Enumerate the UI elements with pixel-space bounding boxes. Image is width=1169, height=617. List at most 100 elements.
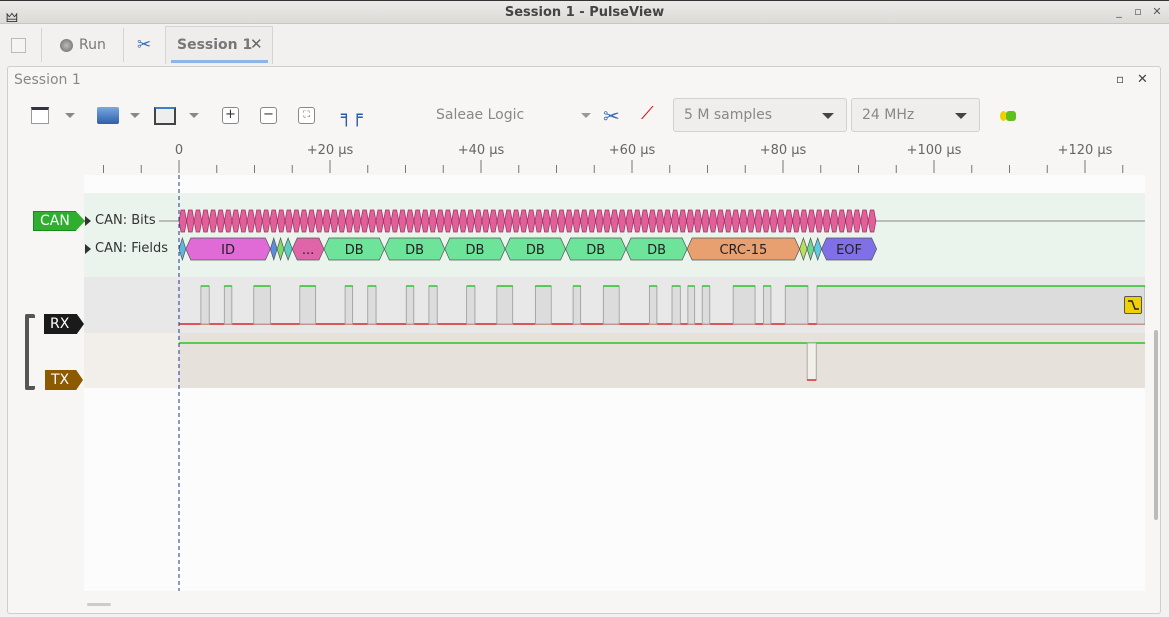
float-panel-button[interactable]: ▫ [1116, 72, 1125, 86]
can-bit-annotation [474, 209, 483, 233]
can-bit-annotation [860, 209, 869, 233]
run-label: Run [79, 37, 106, 53]
separator [41, 28, 42, 62]
can-bit-annotation [724, 209, 733, 233]
trigger-edge-icon[interactable] [1124, 296, 1142, 314]
save-icon[interactable] [154, 107, 176, 125]
tx-low-pulse [806, 342, 817, 381]
close-panel-button[interactable]: ✕ [1137, 72, 1148, 87]
can-bit-annotation [739, 209, 748, 233]
can-bit-annotation [716, 209, 725, 233]
can-bit-annotation [337, 209, 346, 233]
rx-high-pulse [367, 285, 377, 325]
rx-high-pulse [816, 285, 1145, 325]
open-dropdown[interactable] [130, 113, 140, 118]
device-config-icon[interactable]: ✂ [603, 104, 620, 128]
can-bit-annotation [511, 209, 521, 233]
ruler-label: +80 µs [760, 143, 807, 158]
can-bit-annotation [178, 209, 187, 233]
row-label: CAN: Fields [95, 241, 168, 256]
cursors-icon[interactable]: ╕╒ [341, 106, 363, 127]
rx-high-pulse [428, 285, 438, 325]
can-bit-annotation [466, 209, 475, 233]
can-bit-annotation [390, 209, 400, 233]
trace-canvas[interactable]: 0 +20 µs +40 µs +60 µs +80 µs +100 µs +120 µs I… [84, 135, 1145, 591]
zoom-in-icon[interactable]: + [222, 107, 239, 124]
samplerate-select[interactable]: 24 MHz [851, 98, 980, 132]
window-title: Session 1 - PulseView [504, 5, 665, 20]
can-bit-annotation [428, 209, 437, 233]
chevron-down-icon [955, 113, 967, 119]
probe-icon[interactable]: ⟋ [641, 103, 654, 124]
samplerate-value: 24 MHz [862, 107, 915, 123]
new-view-icon[interactable] [31, 107, 49, 124]
new-session-icon [11, 37, 26, 53]
rx-trace-badge[interactable]: RX [44, 314, 84, 334]
title-bar: 🜲 Session 1 - PulseView _ ▫ ✕ [0, 0, 1169, 26]
settings-button[interactable]: ✂ [137, 28, 151, 62]
can-bit-annotation [807, 209, 816, 233]
tab-label: Session 1 [177, 37, 253, 53]
can-bit-annotation [443, 209, 453, 233]
can-bit-annotation [663, 209, 672, 233]
vertical-scrollbar[interactable] [1154, 330, 1158, 520]
decoder-icon[interactable] [998, 111, 1018, 121]
app-logo-icon: 🜲 [6, 11, 18, 26]
can-bit-annotation [246, 209, 256, 233]
zoom-out-icon[interactable]: − [260, 107, 277, 124]
save-dropdown[interactable] [189, 113, 199, 118]
rx-high-pulse [223, 285, 233, 325]
device-selector[interactable]: Saleae Logic [436, 107, 525, 123]
rx-high-pulse [687, 285, 696, 325]
can-field-label: DB [405, 243, 424, 258]
can-trace-badge[interactable]: CAN [33, 211, 85, 231]
rx-high-pulse [648, 285, 658, 325]
can-bit-annotation [708, 209, 718, 233]
maximize-button[interactable]: ▫ [1134, 5, 1142, 18]
can-bit-annotation [193, 209, 203, 233]
can-bits-row-label[interactable]: CAN: Bits [85, 213, 156, 228]
can-bit-annotation [375, 209, 384, 233]
can-bit-annotation [314, 209, 324, 233]
horizontal-scrollbar[interactable] [87, 603, 111, 606]
can-bit-annotation [670, 209, 680, 233]
can-bit-annotation [595, 209, 604, 233]
new-session-button[interactable] [11, 28, 26, 62]
session-title: Session 1 [14, 72, 81, 88]
can-bit-annotation [754, 209, 763, 233]
can-fields-row-label[interactable]: CAN: Fields [85, 241, 168, 256]
can-bit-annotation [830, 209, 839, 233]
rx-high-pulse [732, 285, 756, 325]
device-dropdown[interactable] [581, 113, 591, 118]
open-icon[interactable] [97, 107, 119, 124]
rx-high-pulse [572, 285, 582, 325]
minimize-button[interactable]: _ [1116, 5, 1122, 18]
can-bit-annotation [799, 209, 809, 233]
can-bit-annotation [845, 209, 854, 233]
tx-trace-badge[interactable]: TX [45, 370, 83, 390]
can-bit-annotation [458, 209, 468, 233]
can-badge-label: CAN [40, 213, 70, 229]
new-view-dropdown[interactable] [65, 113, 75, 118]
time-ruler[interactable] [84, 135, 1145, 175]
run-button[interactable]: Run [60, 28, 106, 62]
can-bit-annotation [261, 209, 271, 233]
can-bit-annotation [867, 209, 877, 233]
close-tab-icon[interactable]: ✕ [250, 35, 263, 53]
row-label: CAN: Bits [95, 213, 156, 228]
close-button[interactable]: ✕ [1152, 5, 1162, 18]
tab-active-indicator [171, 60, 268, 63]
samples-select[interactable]: 5 M samples [673, 98, 847, 132]
group-bracket [25, 314, 35, 390]
run-icon [60, 38, 73, 52]
can-bit-annotation [549, 209, 559, 233]
expand-arrow-icon[interactable] [85, 215, 91, 226]
can-bit-annotation [693, 209, 703, 233]
zoom-fit-icon[interactable]: ⛶ [298, 107, 315, 124]
tab-session-1[interactable]: Session 1 ✕ [165, 26, 273, 64]
expand-arrow-icon[interactable] [85, 243, 91, 254]
can-bit-annotation [277, 209, 286, 233]
can-field-label: DB [647, 243, 666, 258]
can-bit-annotation [580, 209, 589, 233]
can-field-label: DB [586, 243, 605, 258]
